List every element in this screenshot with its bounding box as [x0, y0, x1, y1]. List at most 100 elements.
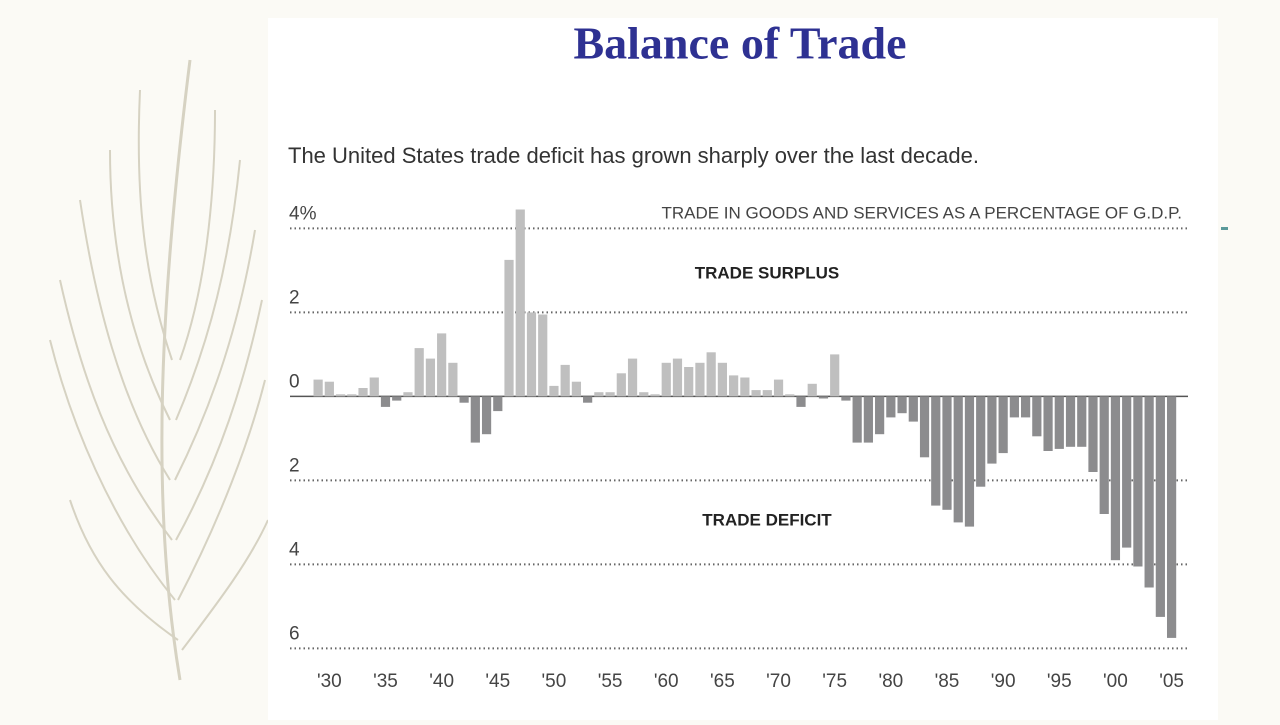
bar [897, 396, 907, 414]
bar [717, 362, 727, 397]
bar [504, 259, 514, 397]
x-tick-label: '70 [766, 671, 791, 692]
bar [684, 367, 694, 397]
bar [695, 362, 705, 397]
bar [650, 394, 660, 397]
bar [1133, 396, 1143, 567]
bar [639, 392, 649, 397]
bar [796, 396, 806, 407]
x-tick-label: '85 [935, 671, 960, 692]
bar [594, 392, 604, 397]
bar [672, 358, 683, 397]
y-tick-label: 2 [289, 287, 300, 308]
x-tick-label: '45 [485, 671, 510, 692]
bar [807, 383, 817, 397]
bar [998, 396, 1008, 454]
x-tick-label: '95 [1047, 671, 1072, 692]
bar [347, 394, 357, 397]
bar [335, 394, 346, 397]
bar [392, 396, 402, 401]
bar [751, 390, 761, 397]
bar [964, 396, 975, 527]
x-tick-label: '65 [710, 671, 735, 692]
bar [616, 373, 626, 397]
accent-dash [1221, 227, 1228, 230]
x-tick-label: '90 [991, 671, 1016, 692]
bar [515, 209, 525, 397]
y-tick-label: 2 [289, 455, 300, 476]
bar [481, 396, 492, 435]
bar [571, 381, 582, 397]
bar [1099, 396, 1109, 514]
bar [448, 362, 458, 397]
bar [942, 396, 952, 510]
bar [987, 396, 997, 464]
chart-panel [268, 18, 1218, 720]
x-tick-label: '30 [317, 671, 342, 692]
bar [875, 396, 885, 435]
bar [729, 375, 739, 397]
bar [1166, 396, 1177, 638]
bar [437, 333, 447, 397]
axis-note: TRADE IN GOODS AND SERVICES AS A PERCENT… [661, 203, 1182, 222]
bar [493, 396, 503, 412]
bar [1021, 396, 1031, 418]
surplus-label: TRADE SURPLUS [695, 263, 840, 282]
x-tick-label: '05 [1159, 671, 1184, 692]
bar [886, 396, 896, 418]
bar [1144, 396, 1154, 588]
x-tick-label: '80 [878, 671, 903, 692]
bar [1110, 396, 1121, 561]
y-tick-label: 4% [289, 203, 317, 224]
feather-decoration [49, 59, 269, 681]
bar [773, 379, 784, 397]
bar [740, 377, 750, 397]
x-tick-label: '50 [542, 671, 567, 692]
x-tick-label: '75 [822, 671, 847, 692]
bar [830, 354, 840, 397]
bar [459, 396, 469, 403]
bar [1043, 396, 1053, 451]
bar [953, 396, 963, 523]
chart-title: Balance of Trade [573, 18, 906, 69]
bar [470, 396, 480, 443]
bar [358, 388, 368, 397]
bar [1009, 396, 1019, 418]
bar [1077, 396, 1087, 447]
bar [1032, 396, 1042, 437]
bar [414, 348, 424, 397]
x-tick-label: '55 [598, 671, 623, 692]
bar [560, 364, 570, 397]
bar [976, 396, 986, 487]
bar [403, 392, 413, 397]
y-tick-label: 6 [289, 623, 300, 644]
bar [818, 396, 829, 399]
x-tick-label: '00 [1103, 671, 1128, 692]
bar [380, 396, 391, 407]
y-tick-label: 0 [289, 371, 300, 392]
bar [931, 396, 941, 506]
bar [1122, 396, 1132, 548]
bar [661, 362, 671, 397]
chart-subtitle: The United States trade deficit has grow… [288, 143, 979, 168]
bar [526, 312, 537, 397]
bar [627, 358, 638, 397]
bar [762, 390, 772, 397]
bar [1155, 396, 1165, 617]
bar [919, 396, 930, 458]
bar [324, 381, 334, 397]
bar [1054, 396, 1064, 449]
x-tick-label: '60 [654, 671, 679, 692]
bar [863, 396, 873, 443]
bar [538, 314, 548, 397]
bar [785, 394, 795, 397]
bar [852, 396, 862, 443]
x-tick-label: '35 [373, 671, 398, 692]
bar [425, 358, 436, 397]
bar [908, 396, 918, 422]
bar [605, 392, 615, 397]
y-tick-label: 4 [289, 539, 300, 560]
bar [1088, 396, 1098, 472]
